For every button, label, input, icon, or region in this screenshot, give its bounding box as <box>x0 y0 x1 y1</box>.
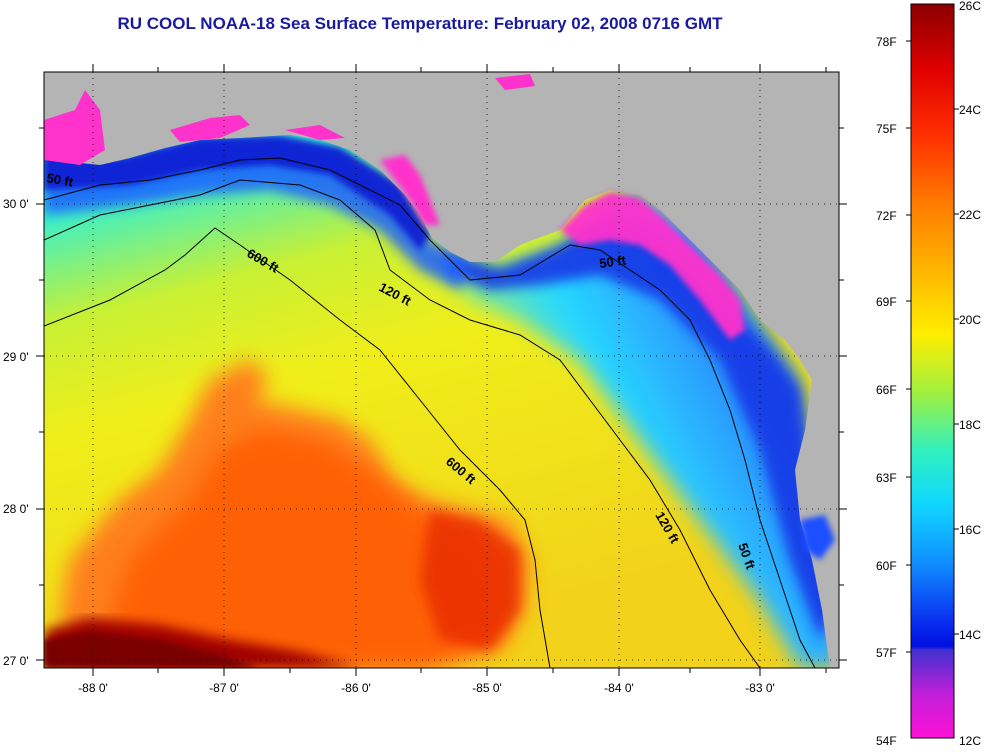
colorbar-c-label: 16C <box>959 523 981 537</box>
contour-600ft <box>44 227 551 668</box>
colorbar-f-label: 60F <box>876 559 897 573</box>
lon-tick-label: -87 0' <box>209 681 239 695</box>
colorbar-c-label: 24C <box>959 103 981 117</box>
map-border <box>43 71 840 669</box>
warm-eddy-hotspot <box>420 510 520 650</box>
lon-tick-label: -85 0' <box>472 681 502 695</box>
colorbar-f-label: 72F <box>876 209 897 223</box>
hottest-water <box>44 632 260 668</box>
colorbar-c-label: 12C <box>959 734 981 748</box>
lat-tick-label: 28 0' <box>3 502 29 516</box>
colorbar-ticks <box>906 40 959 653</box>
pensacola-bay <box>170 115 250 142</box>
tick-marks <box>36 64 847 676</box>
st-andrew-bay <box>380 155 440 225</box>
colorbar-f-label: 57F <box>876 646 897 660</box>
panhandle-deep-blue <box>44 136 430 250</box>
colorbar <box>910 3 955 739</box>
lat-tick-label: 30 0' <box>3 197 29 211</box>
mobile-bay <box>44 90 105 165</box>
colorbar-f-label: 66F <box>876 383 897 397</box>
colorbar-f-label: 54F <box>876 734 897 748</box>
colorbar-c-label: 14C <box>959 628 981 642</box>
colorbar-f-label: 78F <box>876 35 897 49</box>
choctawhatchee-bay <box>285 125 345 140</box>
lon-tick-label: -84 0' <box>604 681 634 695</box>
tampa-bay <box>800 515 835 560</box>
colorbar-c-label: 18C <box>959 418 981 432</box>
lon-tick-label: -83 0' <box>745 681 775 695</box>
land-mass <box>44 72 839 390</box>
lon-tick-label: -88 0' <box>78 681 108 695</box>
chart-title: RU COOL NOAA-18 Sea Surface Temperature:… <box>117 14 723 33</box>
colorbar-c-label: 22C <box>959 208 981 222</box>
colorbar-f-label: 69F <box>876 295 897 309</box>
contour-label-50ft-west: 50 ft <box>45 170 75 190</box>
contour-50ft <box>44 157 816 668</box>
colorbar-f-label: 63F <box>876 471 897 485</box>
contour-120ft <box>44 179 761 668</box>
inland-lake <box>495 74 535 90</box>
map-content <box>44 72 839 668</box>
lat-tick-label: 27 0' <box>3 654 29 668</box>
lat-tick-label: 29 0' <box>3 350 29 364</box>
grid-lines <box>44 72 839 668</box>
colorbar-f-label: 75F <box>876 122 897 136</box>
colorbar-c-label: 20C <box>959 313 981 327</box>
lon-tick-label: -86 0' <box>341 681 371 695</box>
warm-eddy-core <box>110 430 510 668</box>
big-bend-cold-water <box>560 192 745 340</box>
contour-label-50ft-bigbend: 50 ft <box>598 252 627 271</box>
colorbar-c-label: 26C <box>959 0 981 13</box>
